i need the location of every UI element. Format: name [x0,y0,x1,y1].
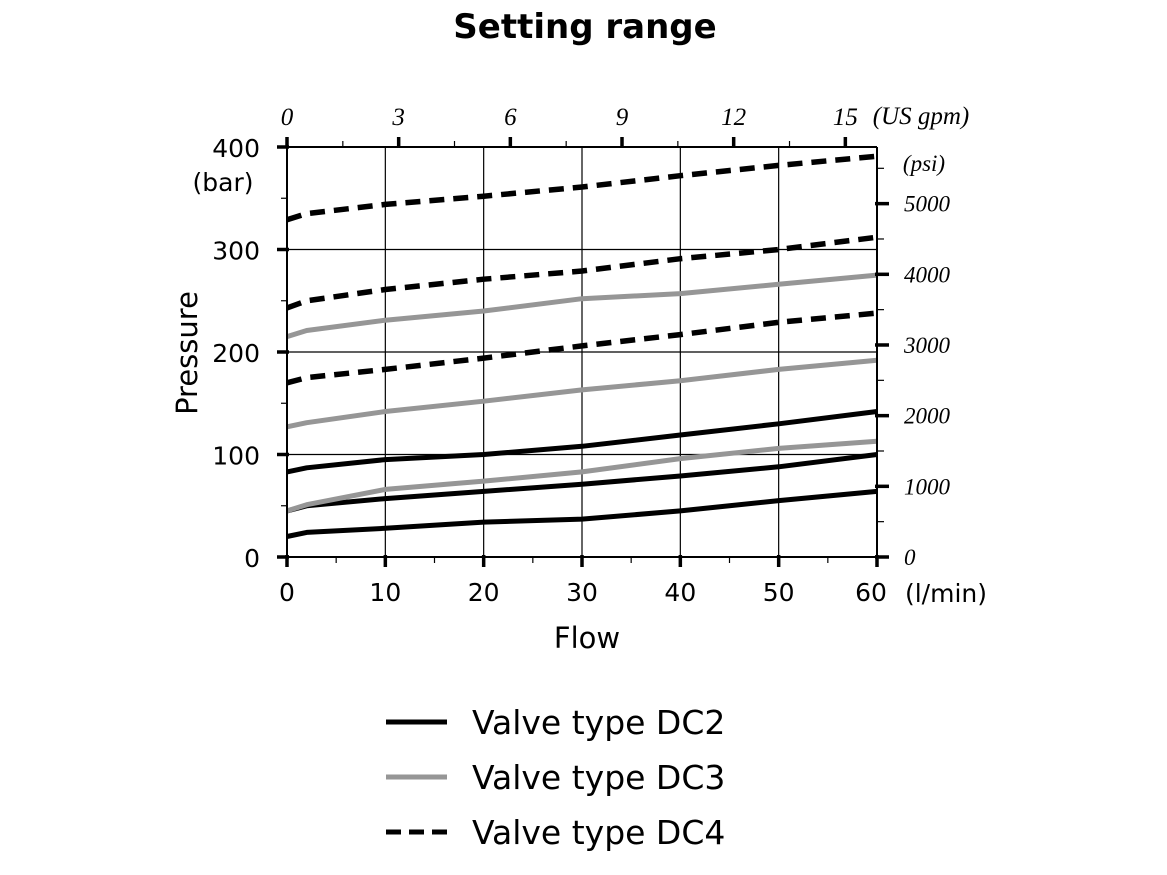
legend-label: Valve type DC4 [472,813,725,852]
series-line-dc3-low [286,438,878,514]
top-tick-label: 0 [281,104,294,131]
series-line-dc3-high [286,272,878,339]
right-axis-unit: (psi) [903,151,945,176]
x-tick-label: 40 [664,578,696,607]
axes [277,137,889,567]
x-axis-unit: (l/min) [905,579,987,608]
right-tick-label: 4000 [904,262,951,287]
x-tick-label: 20 [468,578,500,607]
x-tick-label: 50 [763,578,795,607]
right-tick-label: 0 [904,545,916,570]
y-axis-label: Pressure [170,291,204,415]
legend-item-dc2: Valve type DC2 [386,703,725,742]
legend: Valve type DC2 Valve type DC3 Valve type D… [386,703,725,852]
x-tick-label: 60 [855,578,887,607]
x-tick-label: 10 [369,578,401,607]
right-tick-label: 1000 [904,474,951,499]
y-tick-label: 0 [244,544,260,573]
series-line-dc4-low [286,310,878,386]
legend-label: Valve type DC3 [472,758,725,797]
y-tick-label: 200 [212,339,260,368]
right-tick-label: 5000 [904,192,951,217]
x-axis-label: Flow [554,621,620,655]
legend-label: Valve type DC2 [472,703,725,742]
y-axis-unit: (bar) [193,168,254,197]
grid [286,146,878,558]
chart-title: Setting range [453,7,716,47]
legend-item-dc4: Valve type DC4 [386,813,725,852]
y-tick-label: 100 [212,442,260,471]
top-tick-label: 9 [616,104,629,131]
series-lines [286,153,878,539]
top-tick-label: 15 [833,104,858,131]
top-axis-unit: (US gpm) [873,103,970,130]
series-line-dc3-mid [286,357,878,430]
series-line-dc4-high [286,153,878,223]
series-line-dc4-mid [286,234,878,311]
top-tick-label: 12 [721,104,746,131]
right-tick-label: 2000 [904,404,951,429]
y-tick-label: 400 [212,134,260,163]
series-line-dc2-low [286,488,878,539]
top-tick-label: 3 [391,104,405,131]
series-line-dc2-high [286,409,878,475]
x-tick-label: 0 [279,578,295,607]
top-tick-label: 6 [504,104,517,131]
y-tick-label: 300 [212,237,260,266]
legend-item-dc3: Valve type DC3 [386,758,725,797]
x-tick-label: 30 [566,578,598,607]
right-tick-label: 3000 [903,333,951,358]
